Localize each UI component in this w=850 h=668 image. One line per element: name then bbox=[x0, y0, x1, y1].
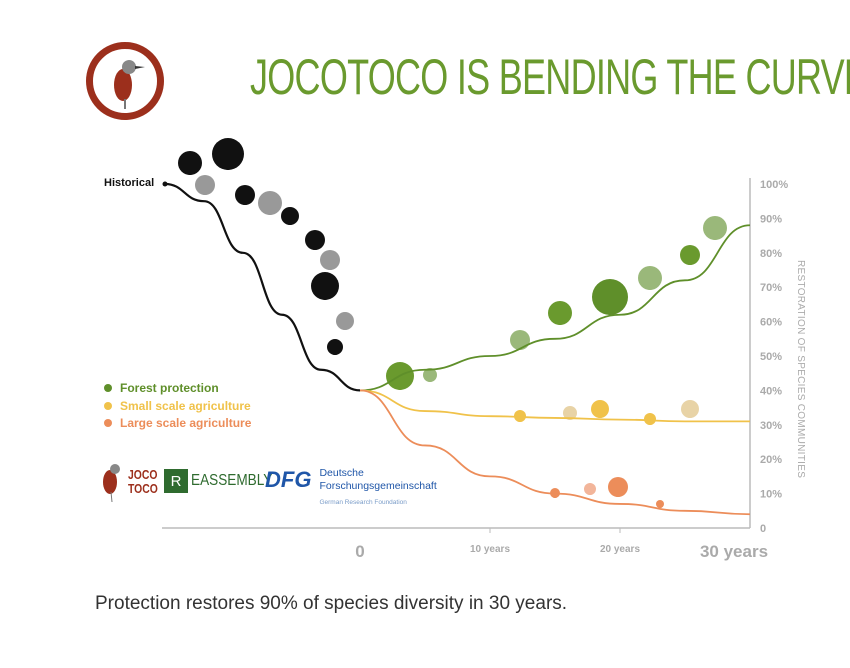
bird-icon bbox=[103, 464, 120, 502]
dfg-mark: DFG bbox=[265, 467, 312, 492]
bird-icon bbox=[114, 60, 145, 109]
forest-silhouette-trunk bbox=[713, 228, 717, 240]
caption: Protection restores 90% of species diver… bbox=[95, 593, 568, 614]
y-tick-label: 50% bbox=[760, 351, 782, 363]
jocotoco-logo bbox=[86, 42, 164, 120]
legend-small-scale-agriculture: Small scale agriculture bbox=[104, 399, 251, 413]
legend-label: Forest protection bbox=[120, 381, 219, 395]
historical-start-point bbox=[162, 181, 168, 187]
tree-silhouette-trunk bbox=[313, 240, 317, 250]
farm-silhouette-trunk bbox=[568, 413, 572, 420]
legend-forest-protection: Forest protection bbox=[104, 381, 219, 395]
x-tick-label: 20 years bbox=[600, 544, 640, 555]
y-tick-label: 60% bbox=[760, 317, 782, 329]
tree-silhouette-trunk bbox=[226, 154, 230, 170]
legend-dot bbox=[104, 419, 112, 427]
tree-silhouette-trunk bbox=[333, 347, 337, 355]
partner-jocotoco: JOCO TOCO bbox=[100, 462, 165, 502]
x-tick-label: 0 bbox=[355, 542, 364, 561]
series-line-historical bbox=[164, 182, 361, 392]
y-tick-label: 40% bbox=[760, 385, 782, 397]
farm-silhouette-trunk bbox=[598, 409, 602, 418]
y-tick-label: 20% bbox=[760, 454, 782, 466]
historical-label: Historical bbox=[104, 177, 154, 189]
plantation-silhouette-trunk bbox=[588, 489, 592, 495]
jocotoco-text: TOCO bbox=[128, 481, 158, 496]
y-tick-label: 10% bbox=[760, 489, 782, 501]
tree-silhouette-trunk bbox=[288, 216, 292, 225]
y-tick-label: 90% bbox=[760, 213, 782, 225]
farm-silhouette-trunk bbox=[648, 419, 652, 425]
farm-silhouette-trunk bbox=[688, 409, 692, 418]
legend-dot bbox=[104, 384, 112, 392]
partner-dfg: DFG Deutsche Forschungsgemeinschaft Germ… bbox=[265, 467, 437, 509]
legend-large-scale-agriculture: Large scale agriculture bbox=[104, 416, 251, 430]
x-tick-label: 30 years bbox=[700, 542, 768, 561]
reassembly-mark: R bbox=[164, 469, 188, 493]
forest-silhouette-trunk bbox=[608, 297, 612, 315]
dfg-text: Deutsche bbox=[319, 467, 364, 479]
page-title: JOCOTOCO IS BENDING THE CURVE bbox=[250, 49, 850, 105]
series-line-forest-protection bbox=[359, 224, 751, 392]
plantation-silhouette-trunk bbox=[616, 487, 620, 497]
forest-silhouette-trunk bbox=[518, 340, 522, 350]
jocotoco-text: JOCO bbox=[128, 467, 158, 482]
legend-label: Small scale agriculture bbox=[120, 399, 251, 413]
y-tick-label: 70% bbox=[760, 282, 782, 294]
dfg-text: Forschungsgemeinschaft bbox=[319, 480, 437, 492]
y-tick-label: 0 bbox=[760, 523, 766, 535]
y-tick-label: 100% bbox=[760, 179, 788, 191]
y-tick-label: 30% bbox=[760, 420, 782, 432]
tree-silhouette-trunk bbox=[268, 203, 272, 215]
tree-silhouette-trunk bbox=[328, 260, 332, 270]
farm-silhouette-trunk bbox=[518, 416, 522, 422]
tree-silhouette-trunk bbox=[188, 163, 192, 175]
forest-silhouette-trunk bbox=[648, 278, 652, 290]
reassembly-text: EASSEMBLY bbox=[191, 472, 273, 489]
tree-silhouette-trunk bbox=[323, 286, 327, 300]
dfg-subtitle: German Research Foundation bbox=[319, 499, 407, 506]
forest-silhouette-trunk bbox=[558, 313, 562, 325]
plantation-silhouette-trunk bbox=[658, 504, 662, 508]
series-line-small-scale-agriculture bbox=[359, 389, 750, 423]
plantation-silhouette-trunk bbox=[553, 493, 557, 498]
y-axis-title: RESTORATION OF SPECIES COMMUNITIES bbox=[795, 260, 806, 479]
forest-silhouette-trunk bbox=[398, 376, 402, 390]
x-tick-label: 10 years bbox=[470, 544, 510, 555]
tree-silhouette-trunk bbox=[343, 321, 347, 330]
tree-silhouette-trunk bbox=[243, 195, 247, 205]
legend-label: Large scale agriculture bbox=[120, 416, 252, 430]
illustrations bbox=[178, 138, 727, 508]
forest-silhouette-trunk bbox=[688, 255, 692, 265]
tree-silhouette-trunk bbox=[203, 185, 207, 195]
forest-silhouette-trunk bbox=[428, 375, 432, 382]
legend-dot bbox=[104, 402, 112, 410]
series-line-large-scale-agriculture bbox=[359, 389, 751, 516]
y-tick-label: 80% bbox=[760, 248, 782, 260]
partner-reassembly: R EASSEMBLY bbox=[164, 469, 287, 493]
